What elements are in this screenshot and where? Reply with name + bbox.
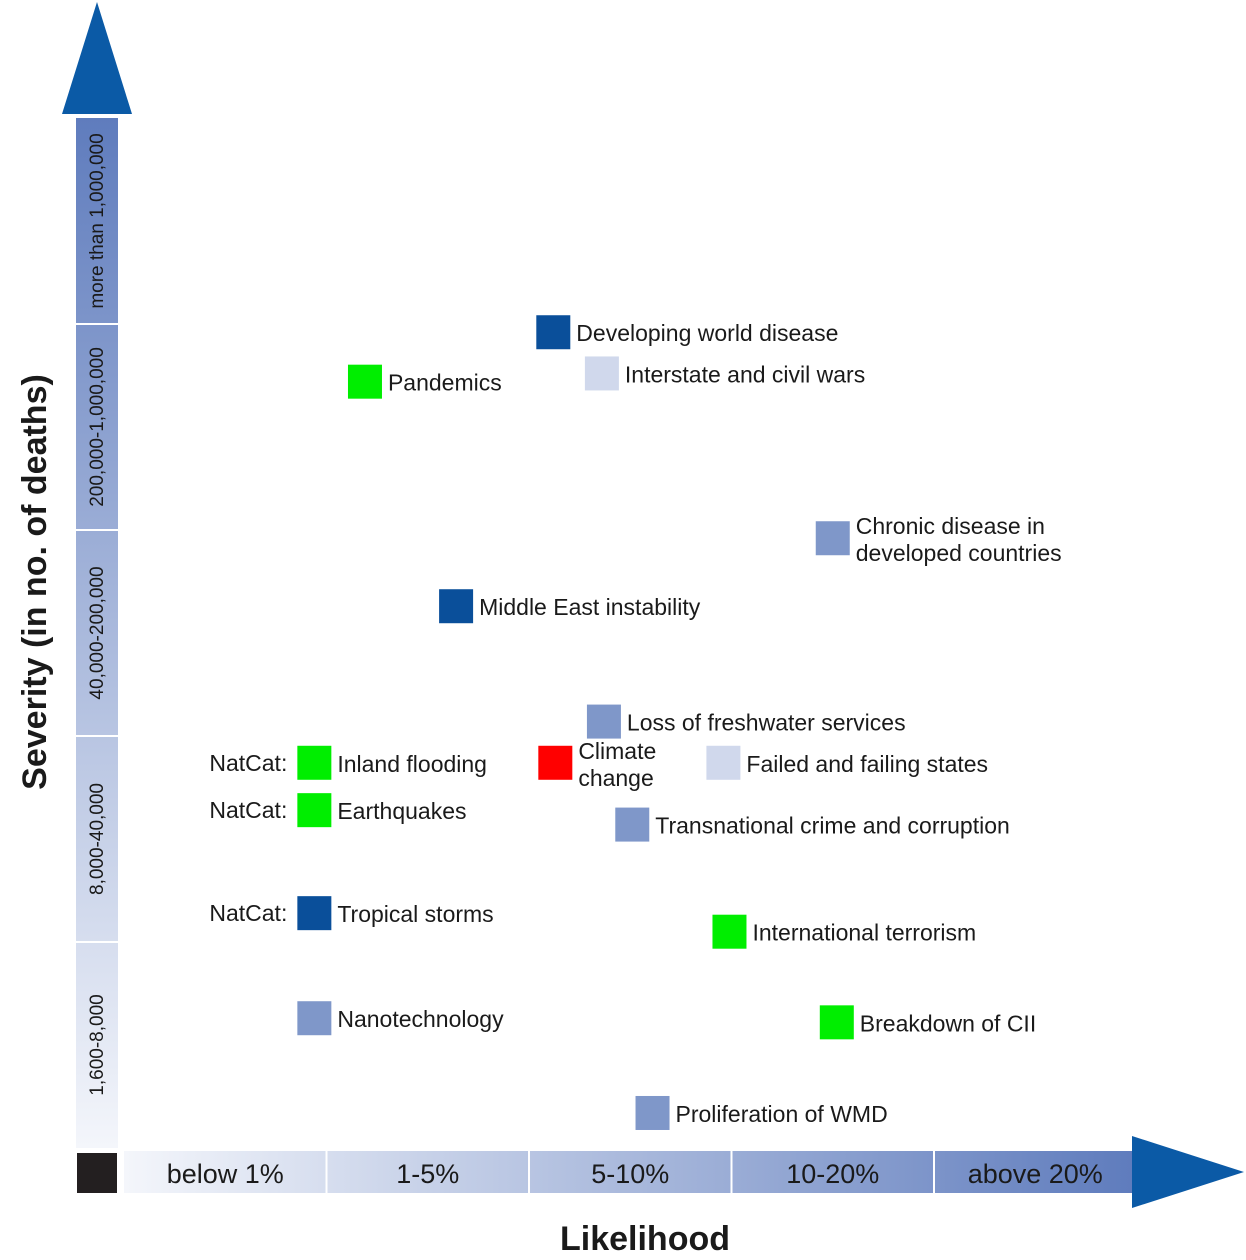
point-climate-change: Climate change: [538, 738, 656, 791]
point-marker: [536, 315, 571, 350]
x-tick-label: 5-10%: [591, 1159, 669, 1189]
x-tick-label: above 20%: [968, 1159, 1103, 1189]
point-label: Interstate and civil wars: [625, 361, 865, 387]
point-inland-flooding: NatCat: Inland flooding: [209, 745, 487, 780]
natcat-prefix: NatCat:: [209, 900, 287, 926]
point-nanotechnology: Nanotechnology: [297, 1001, 504, 1036]
y-tick-label: 40,000-200,000: [87, 566, 108, 699]
point-label: Earthquakes: [337, 798, 466, 824]
natcat-prefix: NatCat:: [209, 797, 287, 823]
y-axis-dividers: [76, 323, 118, 943]
point-proliferation-of-wmd: Proliferation of WMD: [635, 1095, 888, 1130]
point-marker: [297, 896, 332, 931]
point-developing-world-disease: Developing world disease: [536, 315, 838, 350]
point-label: Loss of freshwater services: [627, 710, 906, 736]
point-marker: [586, 704, 621, 739]
point-pandemics: Pandemics: [347, 364, 502, 399]
point-transnational-crime-and-corruption: Transnational crime and corruption: [615, 807, 1010, 842]
x-axis-title: Likelihood: [560, 1220, 730, 1258]
point-marker: [297, 793, 332, 828]
point-label: Climate change: [578, 738, 656, 791]
y-tick-label: more than 1,000,000: [87, 133, 108, 308]
point-label: Failed and failing states: [746, 751, 988, 777]
y-tick-labels: 1,600-8,000 8,000-40,000 40,000-200,000 200…: [87, 133, 108, 1095]
point-label: Breakdown of CII: [860, 1010, 1036, 1036]
y-axis-title: Severity (in no. of deaths): [16, 374, 54, 790]
point-marker: [615, 807, 650, 842]
x-axis-dividers: [325, 1151, 935, 1193]
point-marker: [439, 589, 474, 624]
point-marker: [538, 745, 573, 780]
point-label: Inland flooding: [337, 751, 487, 777]
point-marker: [297, 745, 332, 780]
point-earthquakes: NatCat: Earthquakes: [209, 793, 466, 828]
y-axis-bar: [76, 118, 118, 1148]
y-tick-label: 200,000-1,000,000: [87, 347, 108, 507]
point-label: Tropical storms: [337, 901, 493, 927]
point-label: Nanotechnology: [337, 1006, 504, 1032]
x-tick-labels: below 1% 1-5% 5-10% 10-20% above 20%: [167, 1159, 1103, 1189]
risk-points: Developing world disease Interstate and c…: [209, 315, 1062, 1130]
natcat-prefix: NatCat:: [209, 750, 287, 776]
point-marker: [635, 1095, 670, 1130]
point-label: Pandemics: [388, 370, 502, 396]
point-chronic-disease-in-developed-countries: Chronic disease in developed countries: [815, 513, 1062, 566]
point-tropical-storms: NatCat: Tropical storms: [209, 896, 494, 931]
point-marker: [815, 521, 850, 556]
x-axis-arrowhead: [1132, 1136, 1244, 1208]
point-label: Chronic disease in developed countries: [856, 513, 1062, 566]
x-axis-bar: [124, 1151, 1132, 1193]
point-label: International terrorism: [752, 920, 976, 946]
point-marker: [819, 1005, 854, 1040]
x-tick-label: 10-20%: [786, 1159, 879, 1189]
point-label: Proliferation of WMD: [676, 1101, 888, 1127]
y-axis-arrowhead: [62, 2, 132, 114]
origin-box: [77, 1153, 117, 1193]
point-middle-east-instability: Middle East instability: [439, 589, 701, 624]
point-label: Middle East instability: [479, 594, 701, 620]
point-failed-and-failing-states: Failed and failing states: [706, 745, 988, 780]
point-label: Developing world disease: [576, 320, 838, 346]
x-tick-label: below 1%: [167, 1159, 284, 1189]
y-tick-label: 1,600-8,000: [87, 994, 108, 1095]
point-label: Transnational crime and corruption: [655, 813, 1010, 839]
point-marker: [347, 364, 382, 399]
point-marker: [584, 356, 619, 391]
point-international-terrorism: International terrorism: [712, 914, 976, 949]
point-marker: [712, 914, 747, 949]
x-tick-label: 1-5%: [396, 1159, 459, 1189]
y-tick-label: 8,000-40,000: [87, 783, 108, 895]
point-loss-of-freshwater-services: Loss of freshwater services: [586, 704, 906, 739]
point-breakdown-of-cii: Breakdown of CII: [819, 1005, 1036, 1040]
point-marker: [706, 745, 741, 780]
point-interstate-and-civil-wars: Interstate and civil wars: [584, 356, 865, 391]
point-marker: [297, 1001, 332, 1036]
